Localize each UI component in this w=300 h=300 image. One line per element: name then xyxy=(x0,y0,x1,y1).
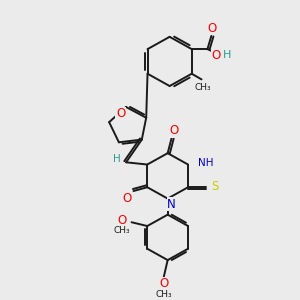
Text: N: N xyxy=(167,198,176,211)
Text: CH₃: CH₃ xyxy=(155,290,172,298)
Text: O: O xyxy=(159,277,168,290)
Text: CH₃: CH₃ xyxy=(194,83,211,92)
Text: O: O xyxy=(122,192,131,205)
Text: S: S xyxy=(211,180,218,193)
Text: NH: NH xyxy=(198,158,213,168)
Text: CH₃: CH₃ xyxy=(113,226,130,235)
Text: O: O xyxy=(169,124,178,137)
Text: O: O xyxy=(208,22,217,35)
Text: O: O xyxy=(117,214,126,227)
Text: H: H xyxy=(223,50,231,60)
Text: H: H xyxy=(113,154,121,164)
Text: O: O xyxy=(116,107,125,120)
Text: O: O xyxy=(212,49,221,62)
